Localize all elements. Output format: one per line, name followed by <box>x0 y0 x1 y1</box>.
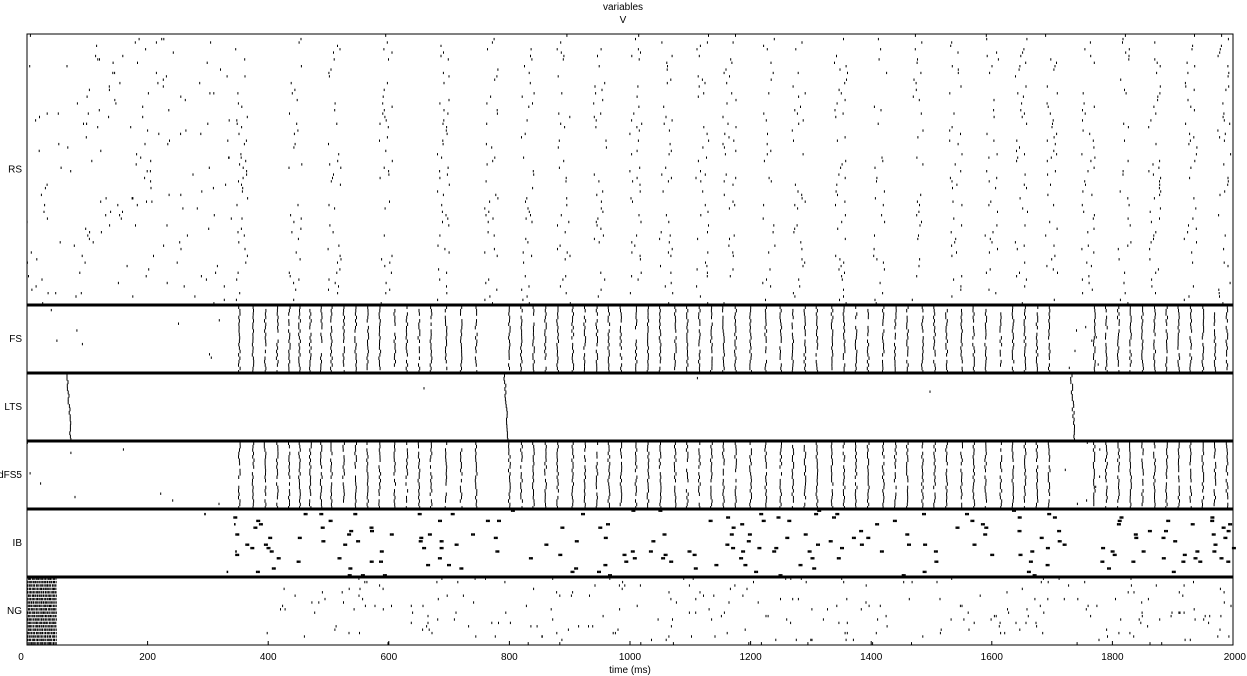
chart-title: variables <box>603 2 643 13</box>
chart-subtitle: V <box>620 15 627 26</box>
spike-marks <box>26 34 1236 645</box>
